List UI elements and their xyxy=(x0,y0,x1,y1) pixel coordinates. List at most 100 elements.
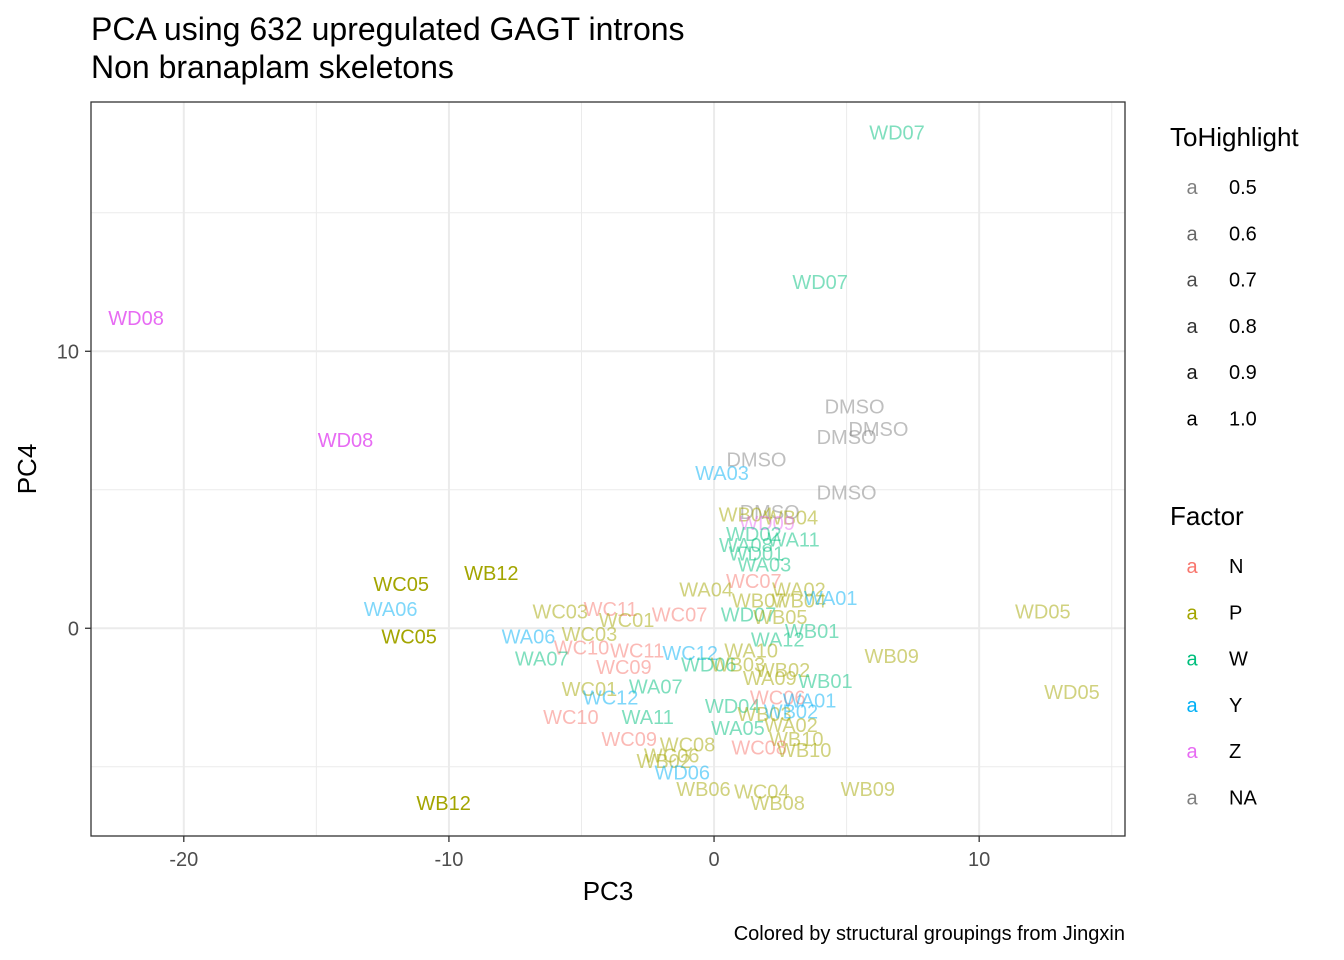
point-label: WC07 xyxy=(726,571,782,593)
legend-key: a xyxy=(1186,556,1198,578)
point-label: WA02 xyxy=(764,715,818,737)
y-tick-label: 10 xyxy=(57,341,79,363)
point-label: WC05 xyxy=(373,574,429,596)
point-label: WA11 xyxy=(622,707,674,729)
point-label: WB10 xyxy=(777,740,831,762)
legend-key: a xyxy=(1186,316,1198,338)
point-label: WA06 xyxy=(364,599,418,621)
point-label: WB04 xyxy=(772,591,826,613)
point-label: WC06 xyxy=(644,746,700,768)
point-label: WD04 xyxy=(705,696,761,718)
point-label: WA12 xyxy=(751,629,805,651)
point-label: WD07 xyxy=(792,272,848,294)
legend-label: 0.9 xyxy=(1229,362,1257,384)
legend-key: a xyxy=(1186,223,1198,245)
point-label: WD06 xyxy=(654,762,710,784)
point-label: WB05 xyxy=(753,607,807,629)
point-label: WA03 xyxy=(738,555,792,577)
point-label: WA09 xyxy=(743,668,797,690)
legend-label: Y xyxy=(1229,695,1242,717)
point-label: WC03 xyxy=(532,602,588,624)
point-label: WA05 xyxy=(711,718,765,740)
point-label: WC01 xyxy=(562,679,618,701)
point-label: WC08 xyxy=(660,735,716,757)
legend-label: N xyxy=(1229,556,1243,578)
point-label: WB12 xyxy=(416,793,470,815)
point-label: WA07 xyxy=(629,676,683,698)
point-label: WC12 xyxy=(662,643,718,665)
point-label: WA01 xyxy=(804,588,858,610)
legend-label: 0.5 xyxy=(1229,177,1257,199)
legend-label: Z xyxy=(1229,741,1241,763)
point-label: WA04 xyxy=(679,579,733,601)
point-label: WA11 xyxy=(767,530,819,552)
point-label: DMSO xyxy=(817,427,877,449)
x-axis: -20 -10 0 10 xyxy=(169,836,990,871)
point-label: WD08 xyxy=(108,308,164,330)
point-label: WC07 xyxy=(652,604,708,626)
y-axis: 0 10 xyxy=(57,341,91,640)
legend-key: a xyxy=(1186,788,1198,810)
point-label: WA03 xyxy=(695,463,749,485)
legend-label: NA xyxy=(1229,788,1257,810)
legend-factor: Factor a Na Pa Wa Ya Za NA xyxy=(1170,501,1257,810)
point-label: WB09 xyxy=(864,646,918,668)
legend-key: a xyxy=(1186,270,1198,292)
legend-key: a xyxy=(1186,741,1198,763)
x-axis-title: PC3 xyxy=(583,876,634,906)
legend-label: 1.0 xyxy=(1229,409,1257,431)
panel-background xyxy=(91,102,1125,836)
point-label: WC10 xyxy=(554,638,610,660)
point-label: WC09 xyxy=(601,729,657,751)
point-label: WB03 xyxy=(737,704,791,726)
point-label: WC08 xyxy=(731,737,787,759)
point-label: WB01 xyxy=(785,621,839,643)
y-axis-title: PC4 xyxy=(12,444,42,495)
point-label: WA10 xyxy=(724,640,778,662)
point-label: WA02 xyxy=(772,579,826,601)
point-label: DMSO xyxy=(726,449,786,471)
point-label: DMSO xyxy=(848,419,908,441)
chart-title: PCA using 632 upregulated GAGT introns xyxy=(91,11,685,47)
point-label: WD07 xyxy=(721,604,777,626)
legend-label: 0.7 xyxy=(1229,270,1257,292)
point-label: WB03 xyxy=(711,654,765,676)
legend-key: a xyxy=(1186,695,1198,717)
chart-subtitle: Non branaplam skeletons xyxy=(91,49,454,85)
point-label: WB06 xyxy=(676,779,730,801)
point-labels: WD07WD07WD08WD08DMSODMSODMSODMSODMSODMSO… xyxy=(108,122,1099,814)
legend-key: a xyxy=(1186,602,1198,624)
x-tick-label: -10 xyxy=(434,849,463,871)
point-label: WB08 xyxy=(750,793,804,815)
grid-lines xyxy=(91,102,1125,836)
point-label: WC11 xyxy=(610,640,664,662)
point-label: WB02 xyxy=(756,660,810,682)
legend-area: ToHighlight a 0.5 a 0.6 a 0.7 a 0.8 a 0.9 a 1.0 Facto… xyxy=(1170,122,1299,810)
point-label: DMSO xyxy=(740,502,800,524)
point-label: WD08 xyxy=(318,430,374,452)
point-label: WB04 xyxy=(719,505,773,527)
point-label: WC05 xyxy=(381,627,437,649)
point-label: WC06 xyxy=(750,688,806,710)
point-label: DMSO xyxy=(825,397,885,419)
point-label: WA07 xyxy=(515,649,569,671)
legend-tohighlight: ToHighlight a 0.5 a 0.6 a 0.7 a 0.8 a 0.9 a 1.0 xyxy=(1170,122,1299,431)
point-label: WD02 xyxy=(726,524,782,546)
point-label: WB07 xyxy=(732,591,786,613)
point-label: WC03 xyxy=(562,624,618,646)
point-label: WB02 xyxy=(636,751,690,773)
point-label: WC12 xyxy=(583,688,639,710)
point-label: WD06 xyxy=(681,654,737,676)
point-label: WB10 xyxy=(769,729,823,751)
plot-panel: WD07WD07WD08WD08DMSODMSODMSODMSODMSODMSO… xyxy=(90,101,1126,837)
legend-label: P xyxy=(1229,602,1242,624)
point-label: WC01 xyxy=(599,610,655,632)
point-label: WA06 xyxy=(502,627,556,649)
point-label: WA08 xyxy=(719,535,773,557)
point-label: WA01 xyxy=(783,690,837,712)
point-label: WD07 xyxy=(869,122,925,144)
point-label: DMSO xyxy=(817,483,877,505)
y-tick-label: 0 xyxy=(68,618,79,640)
point-label: WB09 xyxy=(841,779,895,801)
legend-key: a xyxy=(1186,362,1198,384)
